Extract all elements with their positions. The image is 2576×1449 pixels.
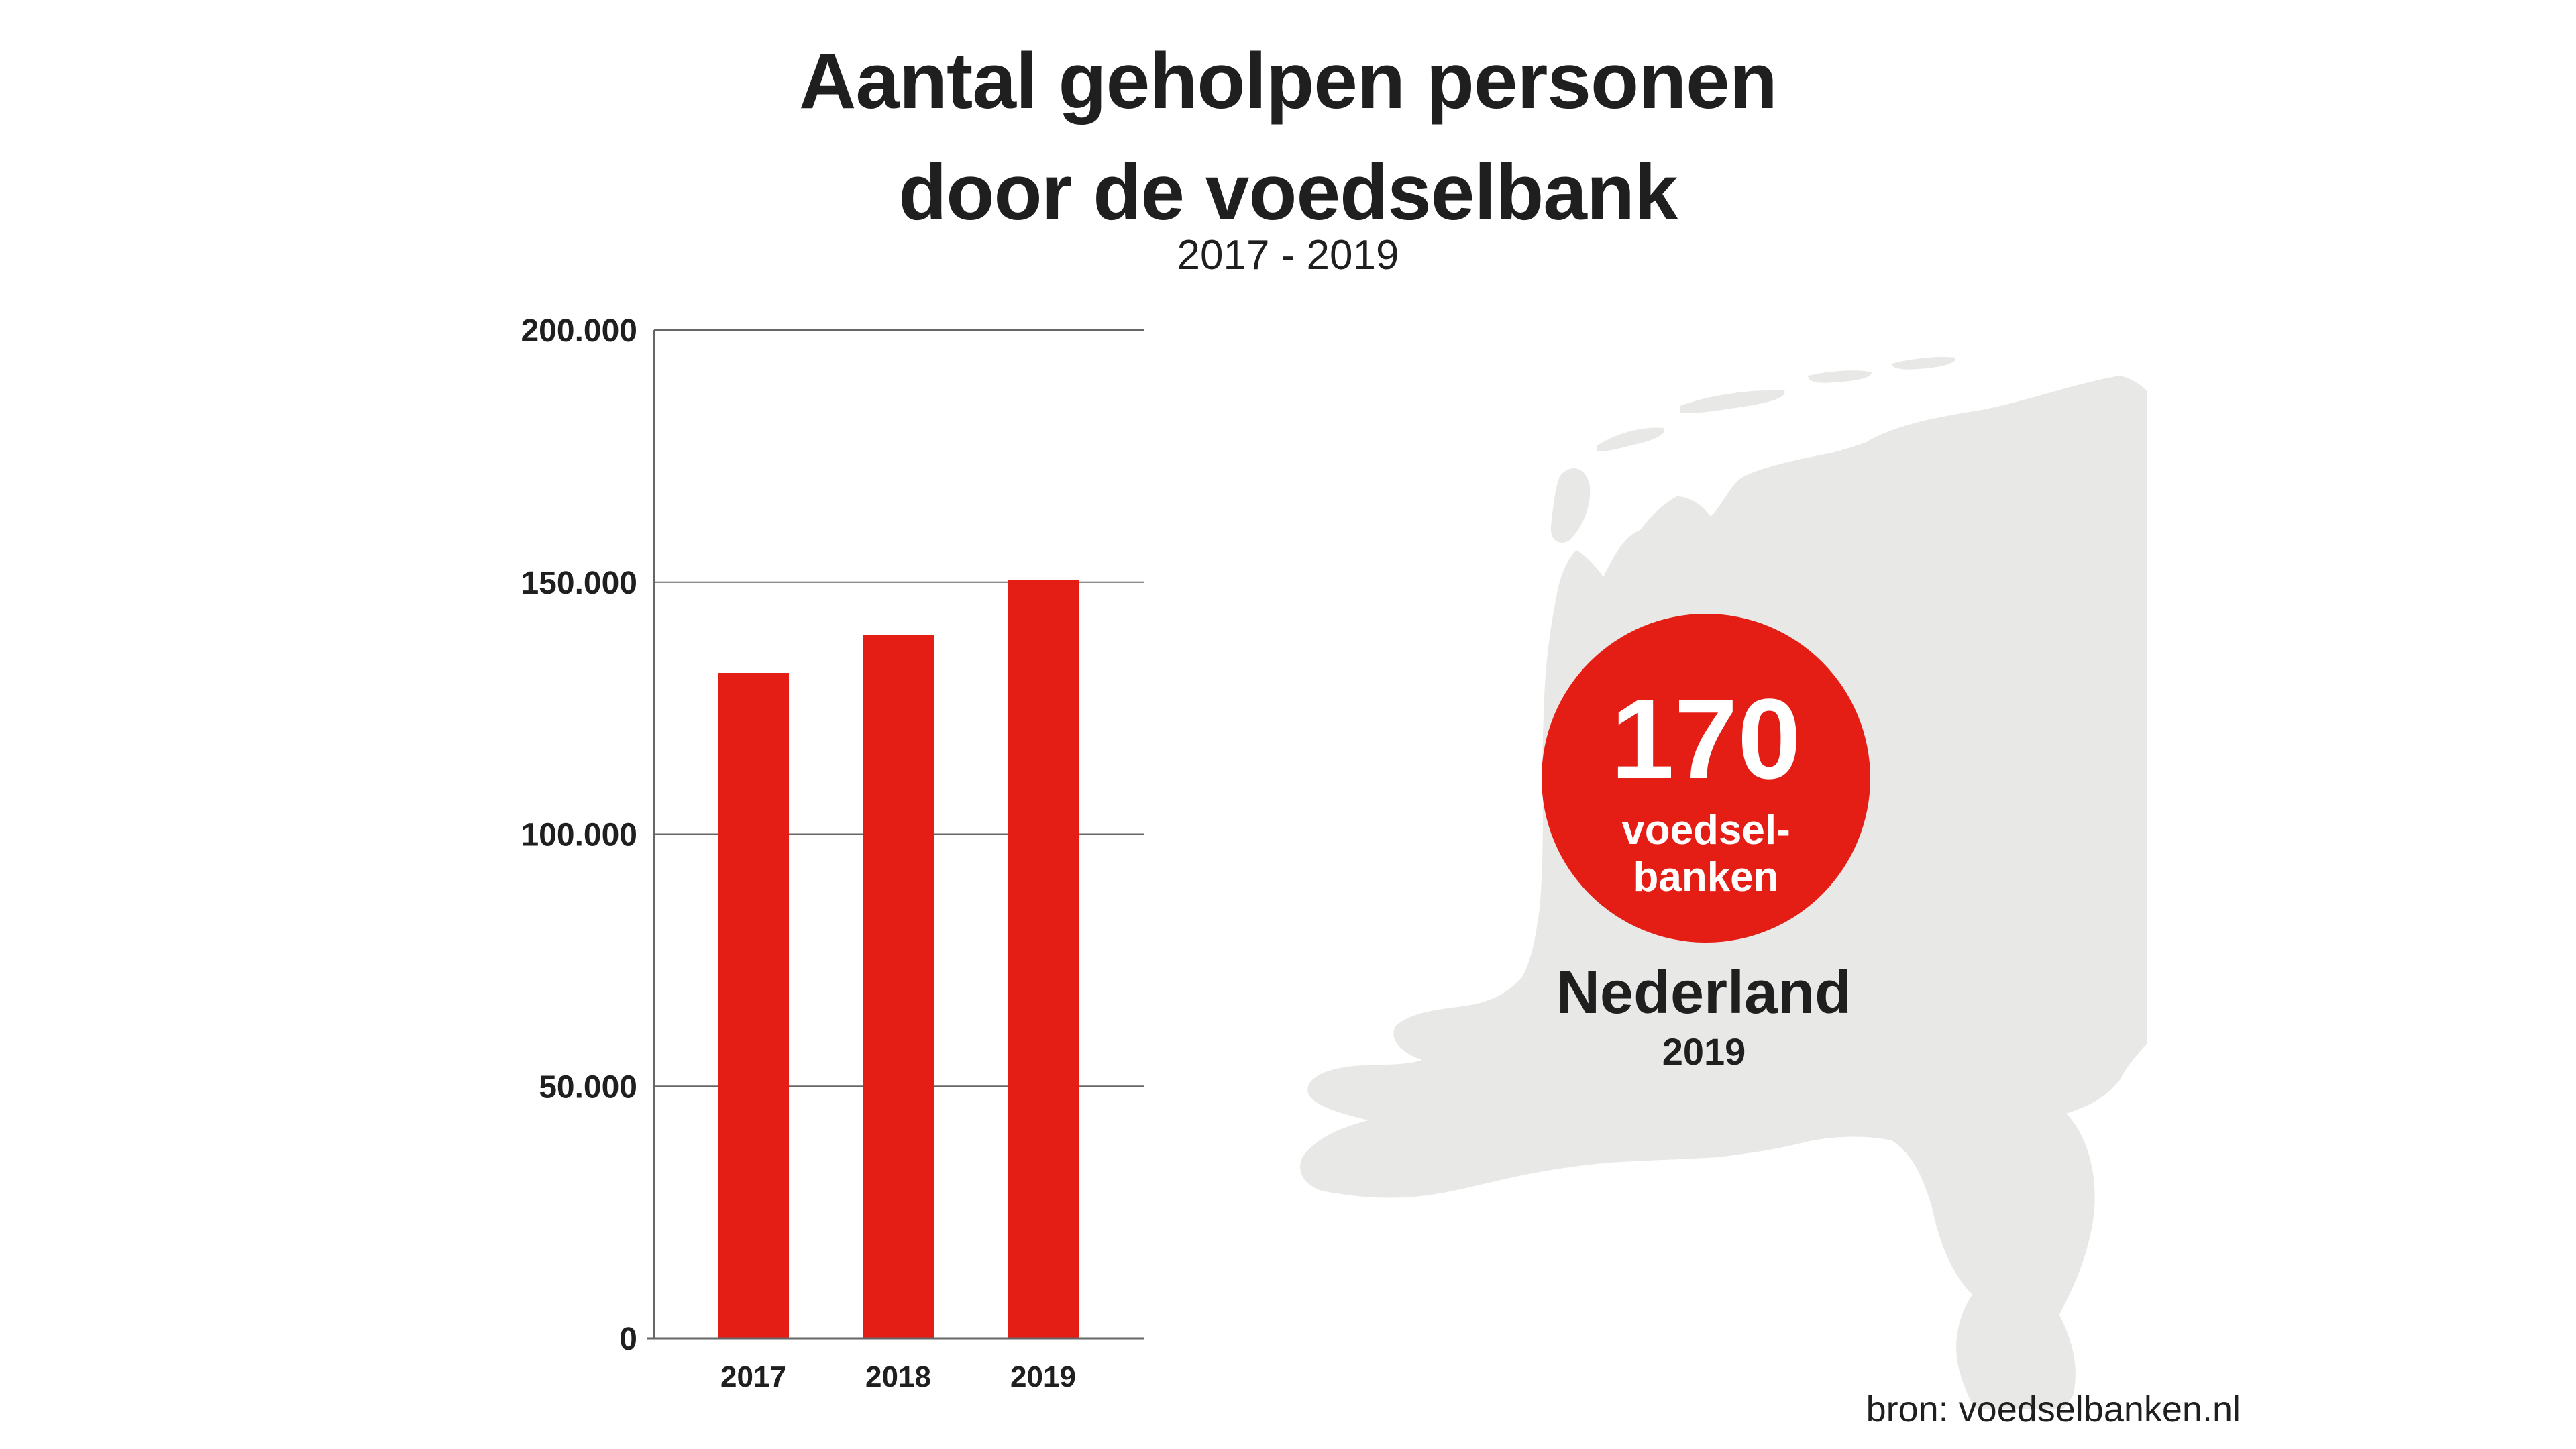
title-line-1: Aantal geholpen personen bbox=[799, 37, 1778, 125]
badge-label: voedsel- banken bbox=[1542, 807, 1870, 901]
y-tick-label: 150.000 bbox=[521, 566, 637, 601]
voedselbanken-badge: 170 voedsel- banken bbox=[1542, 614, 1870, 943]
country-name: Nederland bbox=[1556, 959, 1852, 1026]
x-tick-label: 2017 bbox=[720, 1360, 786, 1393]
source-note: bron: voedselbanken.nl bbox=[1866, 1389, 2241, 1430]
island-texel bbox=[1550, 468, 1591, 543]
badge-label-line-2: banken bbox=[1633, 854, 1779, 900]
y-tick-label: 50.000 bbox=[539, 1069, 637, 1105]
bar-2018 bbox=[863, 635, 934, 1338]
island-ameland bbox=[1808, 370, 1872, 383]
y-tick-label: 100.000 bbox=[521, 818, 637, 853]
x-tick-labels: 2017 2018 2019 bbox=[720, 1360, 1076, 1393]
island-schiermonnikoog bbox=[1892, 357, 1956, 370]
bar-2019 bbox=[1008, 579, 1079, 1339]
badge-label-line-1: voedsel- bbox=[1621, 807, 1790, 853]
x-tick-label: 2019 bbox=[1010, 1360, 1076, 1393]
bars bbox=[718, 579, 1079, 1339]
title-line-2: door de voedselbank bbox=[898, 148, 1678, 237]
y-tick-label: 200.000 bbox=[521, 313, 637, 349]
island-terschelling bbox=[1680, 390, 1785, 413]
chart-subtitle: 2017 - 2019 bbox=[1177, 232, 1399, 278]
country-year: 2019 bbox=[1662, 1030, 1746, 1073]
x-tick-label: 2018 bbox=[865, 1360, 931, 1393]
island-vlieland bbox=[1597, 427, 1664, 451]
chart-title: Aantal geholpen personen door de voedsel… bbox=[0, 25, 2576, 248]
axes bbox=[647, 330, 1144, 1340]
y-tick-label: 0 bbox=[619, 1322, 637, 1357]
y-tick-labels: 0 50.000 100.000 150.000 200.000 bbox=[521, 313, 637, 1357]
badge-number: 170 bbox=[1611, 676, 1801, 803]
bar-2017 bbox=[718, 673, 789, 1338]
